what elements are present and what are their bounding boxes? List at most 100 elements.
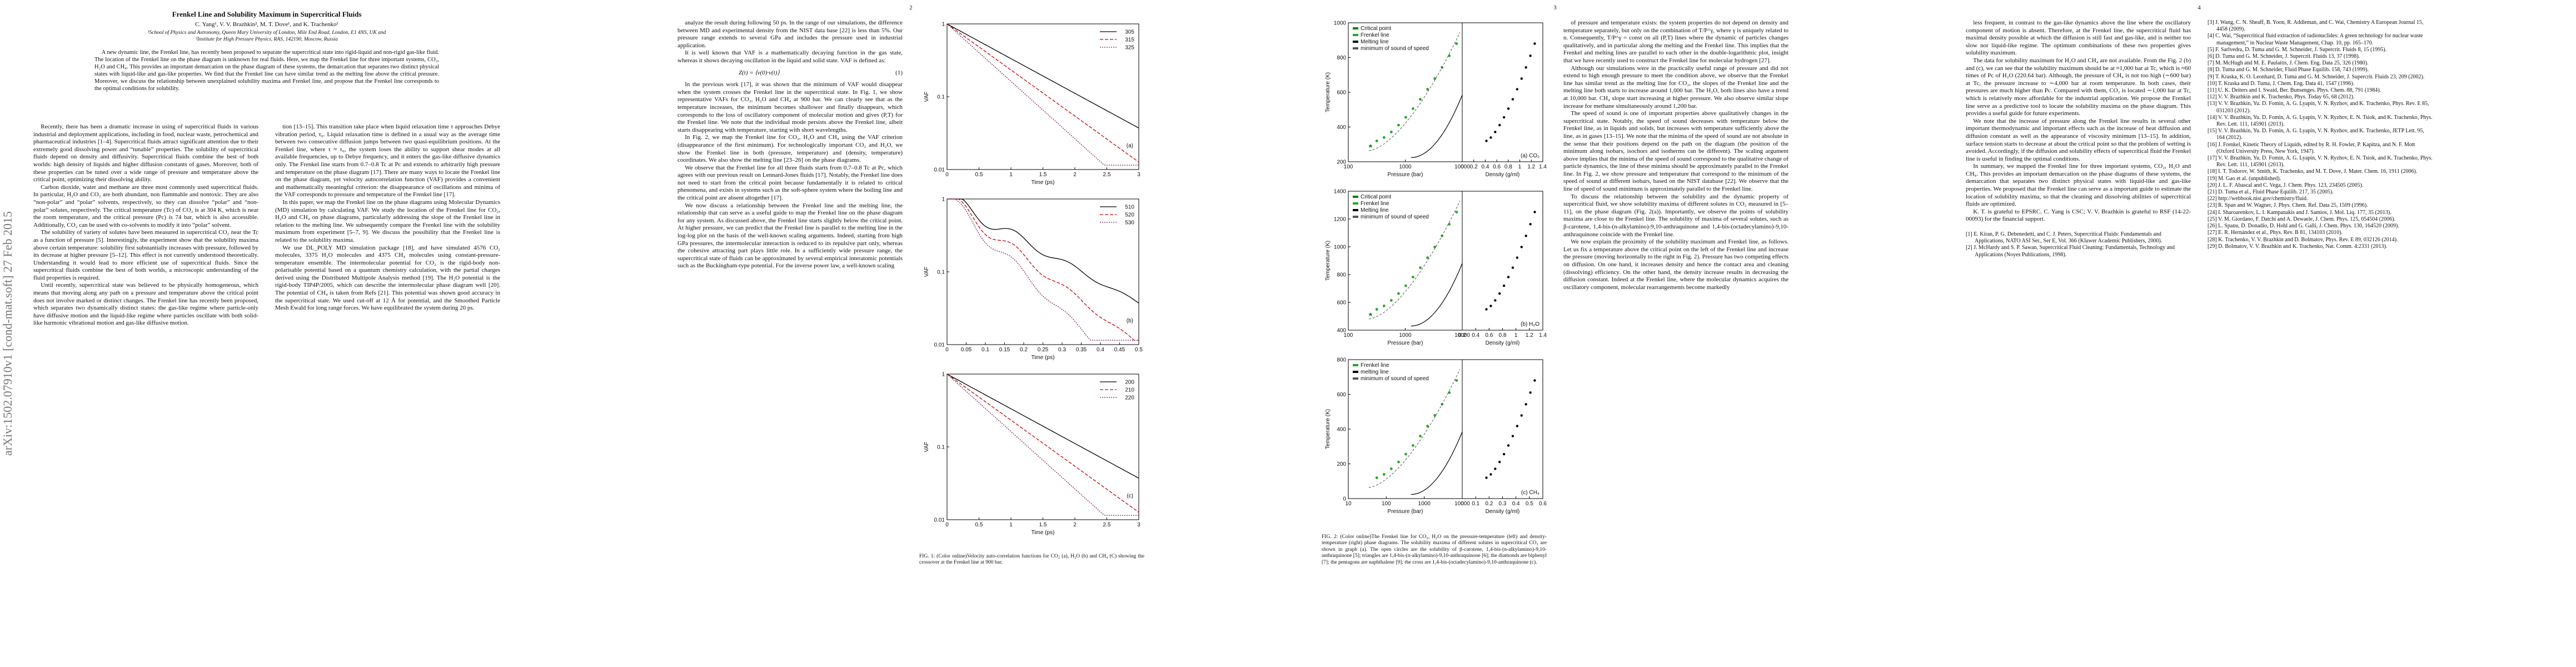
legend-swatch	[1353, 216, 1358, 218]
y-tick-label: 0.1	[937, 94, 945, 101]
x-tick-label: 1	[1514, 332, 1518, 339]
plot-frame	[946, 374, 1139, 520]
legend-label: 220	[1125, 395, 1134, 401]
legend-label: melting line	[1361, 369, 1389, 375]
reference: [25] V. M. Giordano, F. Datchi and A. De…	[2208, 216, 2395, 222]
panel-label: (a) CO₂	[1521, 153, 1539, 159]
x-tick-label: 10	[1345, 501, 1352, 507]
density-point	[1511, 435, 1514, 437]
x-tick-label: 0.5	[1526, 501, 1533, 507]
paragraph: We observe that the Frenkel line for all…	[677, 164, 903, 202]
x-tick-label: 0.1	[1472, 501, 1479, 507]
y-tick-label: 0.1	[937, 270, 945, 276]
y-axis-label: VAF	[924, 442, 930, 452]
density-point	[1489, 305, 1492, 307]
x-tick-label: 0	[945, 347, 949, 353]
paragraph: analyze the result during following 50 p…	[677, 19, 903, 49]
x-tick-label: 1.4	[1539, 332, 1547, 339]
legend-label: Melting line	[1361, 207, 1389, 213]
x-tick-label: 0.4	[1472, 332, 1479, 339]
reference: [7] M. McHugh and M. E. Paulaitis, J. Ch…	[2208, 60, 2369, 67]
frenkel-point	[1397, 460, 1400, 464]
sound-minimum-line	[1368, 369, 1461, 488]
frenkel-point	[1412, 107, 1414, 110]
sound-minimum-line	[1368, 32, 1461, 151]
y-tick-label: 1	[941, 197, 945, 203]
page: 4 less frequent, in contrast to the gas-l…	[1932, 0, 2576, 667]
density-point	[1494, 467, 1497, 470]
frenkel-point	[1382, 305, 1386, 307]
x-tick-label: 0.2	[1020, 347, 1028, 353]
x-tick-label: 0.5	[975, 172, 983, 178]
reference: [26] L. Spanu, D. Donadio, D. Hohl and G…	[2208, 223, 2399, 230]
x-tick-label: 1	[1009, 172, 1013, 178]
density-point	[1485, 476, 1488, 479]
x-tick-label: 10000	[1454, 164, 1470, 170]
x-tick-label: 1000	[1418, 501, 1431, 507]
paragraph: K. T. is grateful to EPSRC. C. Yang is C…	[1966, 208, 2191, 223]
density-point	[1533, 379, 1536, 382]
reference: [14] V. V. Brazhkin, Yu. D. Fomin, A. G.…	[2208, 114, 2433, 128]
frenkel-point	[1426, 256, 1429, 259]
vaf-curve	[946, 23, 1139, 128]
legend-label: minimum of sound of speed	[1361, 46, 1429, 52]
frenkel-point	[1448, 222, 1451, 226]
density-point	[1516, 88, 1519, 91]
paragraph: We now discuss a relationship between th…	[677, 202, 903, 270]
legend-swatch	[1353, 377, 1358, 380]
x-tick-label: 0.2	[1458, 332, 1466, 339]
column: less frequent, in contrast to the gas-li…	[1966, 19, 2191, 258]
density-point	[1529, 223, 1532, 226]
density-point	[1533, 211, 1536, 213]
frenkel-point	[1455, 42, 1458, 45]
frenkel-point	[1419, 266, 1422, 269]
reference: [29] D. Bolmatov, V. V. Brazhkin and K. …	[2208, 243, 2388, 250]
y-tick-label: 0.1	[937, 445, 945, 451]
page: 2 analyze the result during following 50 …	[644, 0, 1288, 667]
critical-point	[1368, 144, 1373, 148]
x-tick-label: 0.45	[1114, 347, 1125, 353]
legend-label: 210	[1125, 387, 1134, 394]
frenkel-point	[1404, 284, 1407, 287]
x-tick-label: 0.15	[999, 347, 1010, 353]
density-point	[1498, 292, 1501, 295]
frenkel-point	[1375, 140, 1378, 142]
paragraph: We now explain the proximity of the solu…	[1563, 238, 1788, 291]
melting-line	[1411, 94, 1463, 158]
density-point	[1516, 256, 1519, 259]
density-point	[1507, 107, 1510, 110]
y-tick-label: 1000	[1334, 21, 1347, 27]
legend-swatch	[1353, 202, 1358, 205]
legend-label: Frenkel line	[1361, 32, 1389, 38]
legend-label: Critical point	[1361, 194, 1391, 200]
legend-swatch	[1353, 209, 1358, 211]
legend-label: Frenkel line	[1361, 362, 1389, 369]
reference: [11] U. K. Deiters and I. Swaid, Ber. Bu…	[2208, 87, 2381, 94]
density-point	[1485, 308, 1488, 311]
x-tick-label: 0.4	[1481, 164, 1489, 170]
x-tick-label: 0.5	[1135, 347, 1143, 353]
density-point	[1516, 425, 1519, 427]
y-tick-label: 600	[1337, 300, 1346, 306]
paragraph: In the previous work [17], it was shown …	[677, 81, 903, 133]
density-point	[1489, 473, 1492, 476]
column: [3] J. Wang, C. N. Sheaff, B. Yoon, R. A…	[2208, 19, 2433, 250]
page: 3 100 1000 10000 Pressure (bar) 200 400 600 800 1…	[1288, 0, 1932, 667]
paragraph: less frequent, in contrast to the gas-li…	[1966, 19, 2191, 57]
frenkel-point	[1412, 276, 1414, 278]
density-point	[1524, 403, 1527, 406]
page: arXiv:1502.07910v1 [cond-mat.soft] 27 Fe…	[0, 0, 644, 667]
frenkel-point	[1382, 473, 1386, 476]
reference: [27] E. R. Hernández et al., Phys. Rev. …	[2208, 230, 2343, 236]
page-number: 2	[909, 4, 913, 11]
density-point	[1485, 140, 1488, 142]
legend-swatch	[1353, 41, 1358, 43]
paragraph: We note that the increase of pressure al…	[1966, 117, 2191, 162]
frenkel-point	[1397, 123, 1400, 127]
reference: [24] I. Sharoarenkov, L. I. Kampanakis a…	[2208, 209, 2391, 216]
paragraph: Carbon dioxide, water and methane are th…	[33, 183, 258, 228]
legend-swatch	[1353, 196, 1358, 198]
frenkel-point	[1375, 476, 1378, 479]
figure-caption: FIG. 1: (Color online)Velocity auto-corr…	[919, 553, 1144, 566]
y-tick-label: 400	[1337, 427, 1346, 433]
